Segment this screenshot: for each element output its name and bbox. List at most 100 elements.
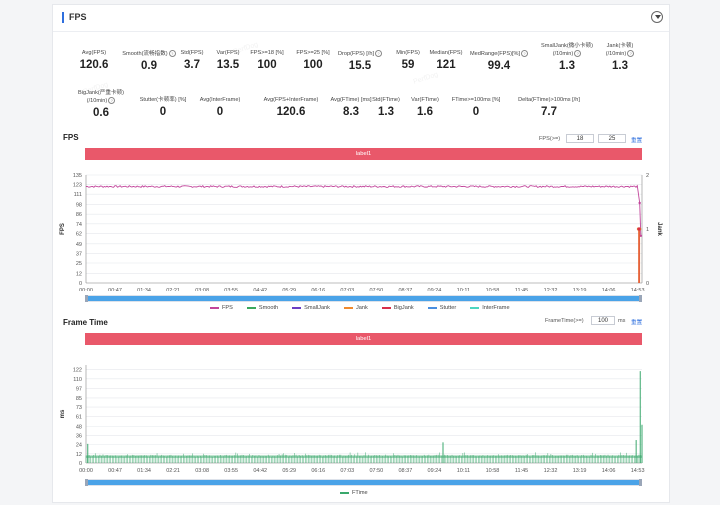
x-tick-label: 07:50 [369, 468, 383, 474]
legend-item[interactable]: Jank [343, 305, 368, 311]
metric-label: FPS>=25 [%] [296, 50, 330, 56]
metric-label: Smooth(流畅指数)? [114, 50, 184, 58]
legend-swatch [246, 306, 256, 309]
ftime-unit-label: ms [618, 318, 626, 324]
fps-threshold-input-2[interactable]: 25 [598, 134, 626, 143]
metric-label: BigJank(严重卡顿) [77, 90, 124, 96]
ftime-threshold-input[interactable]: 100 [591, 316, 615, 325]
metric-value: 121 [436, 59, 456, 71]
y-tick-label: 62 [76, 231, 82, 237]
ftime-reset-link[interactable]: 重置 [631, 320, 643, 326]
legend-item[interactable]: SmallJank [292, 305, 330, 311]
legend-label: SmallJank [304, 305, 330, 311]
help-icon[interactable]: ? [168, 50, 176, 57]
x-tick-label: 07:50 [369, 288, 383, 291]
fps-dip-point [638, 201, 641, 205]
metric-value: 99.4 [487, 59, 511, 72]
metric-label: Min(FPS) [396, 50, 420, 56]
fps-label-bar: label1 [85, 148, 642, 160]
metric-value: 1.3 [559, 59, 575, 72]
y-tick-label: 0 [79, 281, 82, 287]
collapse-button[interactable] [651, 11, 663, 23]
y-tick-label: 135 [73, 173, 82, 179]
metric-label: Std(FTime) [372, 97, 400, 103]
metric-label-sub: (/10min)? [532, 50, 602, 58]
metric-label: MedRange(FPS)[%]? [464, 50, 534, 58]
x-tick-label: 00:00 [79, 468, 93, 474]
metric-label: Var(FTime) [411, 97, 439, 103]
y-axis-title: FPS [60, 223, 66, 235]
x-tick-label: 00:00 [79, 288, 93, 291]
metric-label: SmallJank(微小卡顿) [541, 43, 593, 49]
y2-tick-label: 1 [646, 227, 649, 233]
y-tick-label: 49 [76, 242, 82, 248]
legend-item[interactable]: Smooth [246, 305, 279, 311]
x-tick-label: 08:37 [398, 288, 412, 291]
help-icon[interactable]: ? [574, 50, 582, 57]
x-tick-label: 03:55 [224, 288, 238, 291]
x-tick-label: 04:42 [253, 468, 267, 474]
x-tick-label: 11:45 [515, 468, 528, 474]
y-tick-label: 37 [76, 251, 82, 257]
help-icon[interactable]: ? [375, 50, 383, 57]
ftime-slider-fill [85, 480, 642, 485]
fps-slider-handle-right[interactable] [639, 295, 642, 302]
metric-1: Smooth(流畅指数)? 0.9 [114, 50, 184, 73]
x-tick-label: 14:53 [631, 288, 645, 291]
y-tick-label: 48 [76, 424, 82, 430]
legend-swatch [340, 491, 349, 494]
help-icon[interactable]: ? [108, 97, 116, 104]
x-tick-label: 02:21 [166, 288, 180, 291]
x-tick-label: 03:08 [195, 288, 209, 291]
metric-label: Std(FPS) [180, 50, 204, 56]
ftime-slider-handle-left[interactable] [85, 479, 88, 486]
fps-time-range-slider[interactable] [85, 295, 642, 302]
ftime-section-title: Frame Time [63, 318, 108, 327]
metric-label: Avg(InterFrame) [199, 97, 241, 103]
x-tick-label: 03:55 [224, 468, 238, 474]
x-tick-label: 10:58 [486, 468, 500, 474]
legend-swatch [343, 306, 353, 309]
metric-label: Delta(FTime)>100ms [/h] [518, 97, 580, 103]
y-tick-label: 73 [76, 405, 82, 411]
legend-item[interactable]: InterFrame [470, 305, 510, 311]
metric-6: Drop(FPS) [/h]? 15.5 [325, 50, 395, 73]
ftime-time-range-slider[interactable] [85, 479, 642, 486]
metric-0: Avg(FPS) 120.6 [59, 50, 129, 72]
metric-label: Avg(FPS) [81, 50, 107, 56]
metric-label-sub: (/10min)? [66, 97, 136, 105]
y-tick-label: 25 [76, 261, 82, 267]
legend-item[interactable]: FTime [340, 490, 368, 496]
legend-item[interactable]: FPS [210, 305, 233, 311]
fps-threshold-label: FPS(>=) [539, 136, 561, 142]
x-tick-label: 04:42 [253, 288, 267, 291]
fps-reset-link[interactable]: 重置 [631, 138, 643, 144]
metric-value: 8.3 [343, 106, 359, 118]
x-tick-label: 01:34 [137, 288, 151, 291]
metric-label: Var(FPS) [216, 50, 240, 56]
metric-value: 0 [216, 106, 224, 118]
legend-label: Jank [355, 305, 368, 311]
x-tick-label: 14:53 [631, 468, 645, 474]
x-tick-label: 13:19 [573, 468, 587, 474]
y-tick-label: 86 [76, 212, 82, 218]
fps-slider-handle-left[interactable] [85, 295, 88, 302]
metric-4: Avg(FTime) [ms] 8.3 [316, 97, 386, 119]
fps-threshold-input-1[interactable]: 18 [566, 134, 594, 143]
legend-item[interactable]: Stutter [427, 305, 456, 311]
x-tick-label: 03:08 [195, 468, 209, 474]
legend-label: Smooth [258, 305, 279, 311]
x-tick-label: 07:03 [340, 288, 354, 291]
legend-item[interactable]: BigJank [381, 305, 414, 311]
y-tick-label: 122 [73, 368, 82, 374]
metric-8: Median(FPS) 121 [411, 50, 481, 72]
metric-label: FPS>=18 [%] [250, 50, 284, 56]
metric-value: 0 [159, 106, 167, 118]
y2-tick-label: 0 [646, 281, 649, 287]
help-icon[interactable]: ? [521, 50, 529, 57]
page-title: FPS [62, 12, 87, 23]
help-icon[interactable]: ? [627, 50, 635, 57]
metric-value: 1.6 [417, 106, 433, 118]
y2-tick-label: 2 [646, 173, 649, 179]
ftime-slider-handle-right[interactable] [639, 479, 642, 486]
